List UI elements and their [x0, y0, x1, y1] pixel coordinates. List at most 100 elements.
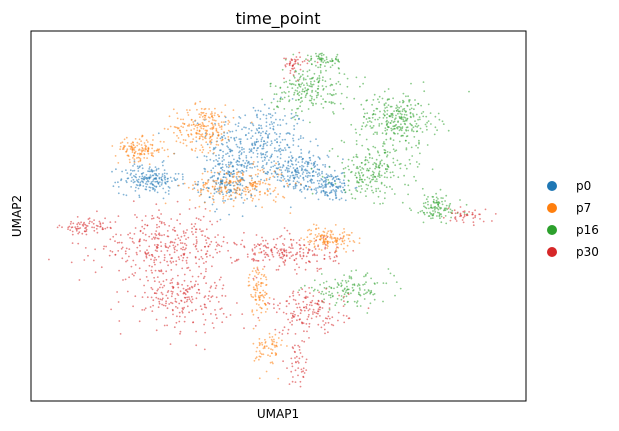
point-p30 — [259, 248, 262, 250]
point-p30 — [96, 210, 98, 213]
point-p30 — [138, 267, 141, 270]
point-p0 — [318, 168, 320, 171]
point-p7 — [143, 142, 146, 144]
point-p7 — [202, 138, 204, 141]
point-p7 — [256, 266, 259, 269]
point-p30 — [210, 240, 213, 243]
point-p7 — [249, 189, 252, 192]
point-p16 — [356, 300, 359, 303]
point-p7 — [217, 134, 220, 137]
point-p0 — [164, 181, 167, 184]
point-p16 — [360, 185, 362, 187]
point-p30 — [294, 253, 297, 256]
point-p7 — [310, 232, 313, 235]
point-p0 — [286, 132, 289, 134]
point-p30 — [152, 299, 155, 302]
point-p30 — [291, 292, 294, 294]
point-p30 — [316, 61, 319, 64]
point-p30 — [308, 322, 311, 325]
point-p16 — [355, 167, 358, 170]
point-p7 — [223, 121, 225, 123]
point-p16 — [329, 60, 331, 62]
point-p0 — [332, 188, 335, 191]
point-p0 — [269, 169, 272, 171]
point-p30 — [240, 243, 242, 246]
point-p0 — [253, 141, 256, 144]
point-p7 — [217, 190, 219, 193]
point-p7 — [268, 297, 271, 299]
point-p30 — [171, 285, 174, 288]
point-p7 — [234, 188, 237, 191]
point-p16 — [310, 286, 313, 289]
point-p30 — [292, 290, 295, 293]
point-p30 — [297, 314, 299, 317]
point-p0 — [294, 168, 297, 171]
point-p0 — [321, 184, 324, 187]
point-p16 — [401, 134, 403, 137]
point-p0 — [174, 179, 177, 182]
point-p30 — [226, 242, 229, 244]
point-p30 — [105, 245, 107, 248]
point-p0 — [237, 125, 240, 127]
point-p30 — [289, 72, 292, 74]
point-p0 — [284, 115, 286, 117]
point-p0 — [300, 152, 303, 155]
point-p30 — [324, 247, 326, 250]
point-p0 — [267, 135, 269, 138]
point-p30 — [301, 288, 304, 291]
point-p0 — [236, 145, 239, 148]
point-p30 — [291, 59, 293, 62]
point-p30 — [222, 236, 225, 239]
point-p0 — [125, 180, 127, 182]
point-p16 — [289, 82, 291, 85]
point-p0 — [126, 172, 129, 175]
point-p7 — [163, 149, 166, 152]
point-p30 — [182, 287, 185, 290]
point-p30 — [174, 297, 177, 300]
point-p0 — [303, 186, 305, 189]
point-p0 — [242, 159, 245, 162]
point-p7 — [259, 182, 262, 185]
point-p0 — [117, 181, 119, 184]
point-p7 — [336, 239, 338, 242]
point-p0 — [238, 138, 241, 141]
point-p7 — [136, 157, 138, 159]
point-p30 — [199, 228, 201, 231]
point-p16 — [387, 268, 390, 270]
point-p30 — [252, 253, 255, 255]
point-p30 — [102, 248, 105, 250]
point-p30 — [254, 253, 256, 256]
point-p7 — [172, 108, 175, 111]
point-p0 — [342, 158, 344, 161]
point-p7 — [330, 231, 333, 234]
point-p16 — [357, 283, 360, 286]
point-p0 — [276, 167, 279, 170]
point-p30 — [334, 251, 336, 254]
point-p0 — [215, 191, 218, 193]
point-p30 — [295, 273, 298, 275]
point-p0 — [335, 190, 338, 193]
point-p0 — [302, 119, 305, 122]
point-p7 — [255, 303, 258, 305]
point-p16 — [281, 68, 284, 71]
point-p0 — [137, 170, 140, 172]
point-p0 — [335, 178, 338, 181]
point-p7 — [199, 100, 202, 103]
point-p7 — [271, 336, 274, 338]
point-p0 — [214, 165, 217, 168]
point-p16 — [386, 99, 389, 101]
point-p7 — [342, 247, 345, 250]
point-p0 — [222, 193, 224, 196]
point-p0 — [246, 164, 249, 167]
point-p30 — [308, 337, 310, 339]
point-p7 — [260, 273, 263, 276]
point-p30 — [212, 256, 215, 259]
point-p16 — [420, 112, 423, 115]
point-p0 — [246, 138, 249, 141]
point-p30 — [262, 245, 265, 247]
point-p7 — [260, 307, 263, 309]
point-p0 — [255, 114, 258, 117]
point-p30 — [251, 249, 254, 252]
point-p0 — [245, 126, 247, 129]
point-p16 — [400, 123, 402, 126]
